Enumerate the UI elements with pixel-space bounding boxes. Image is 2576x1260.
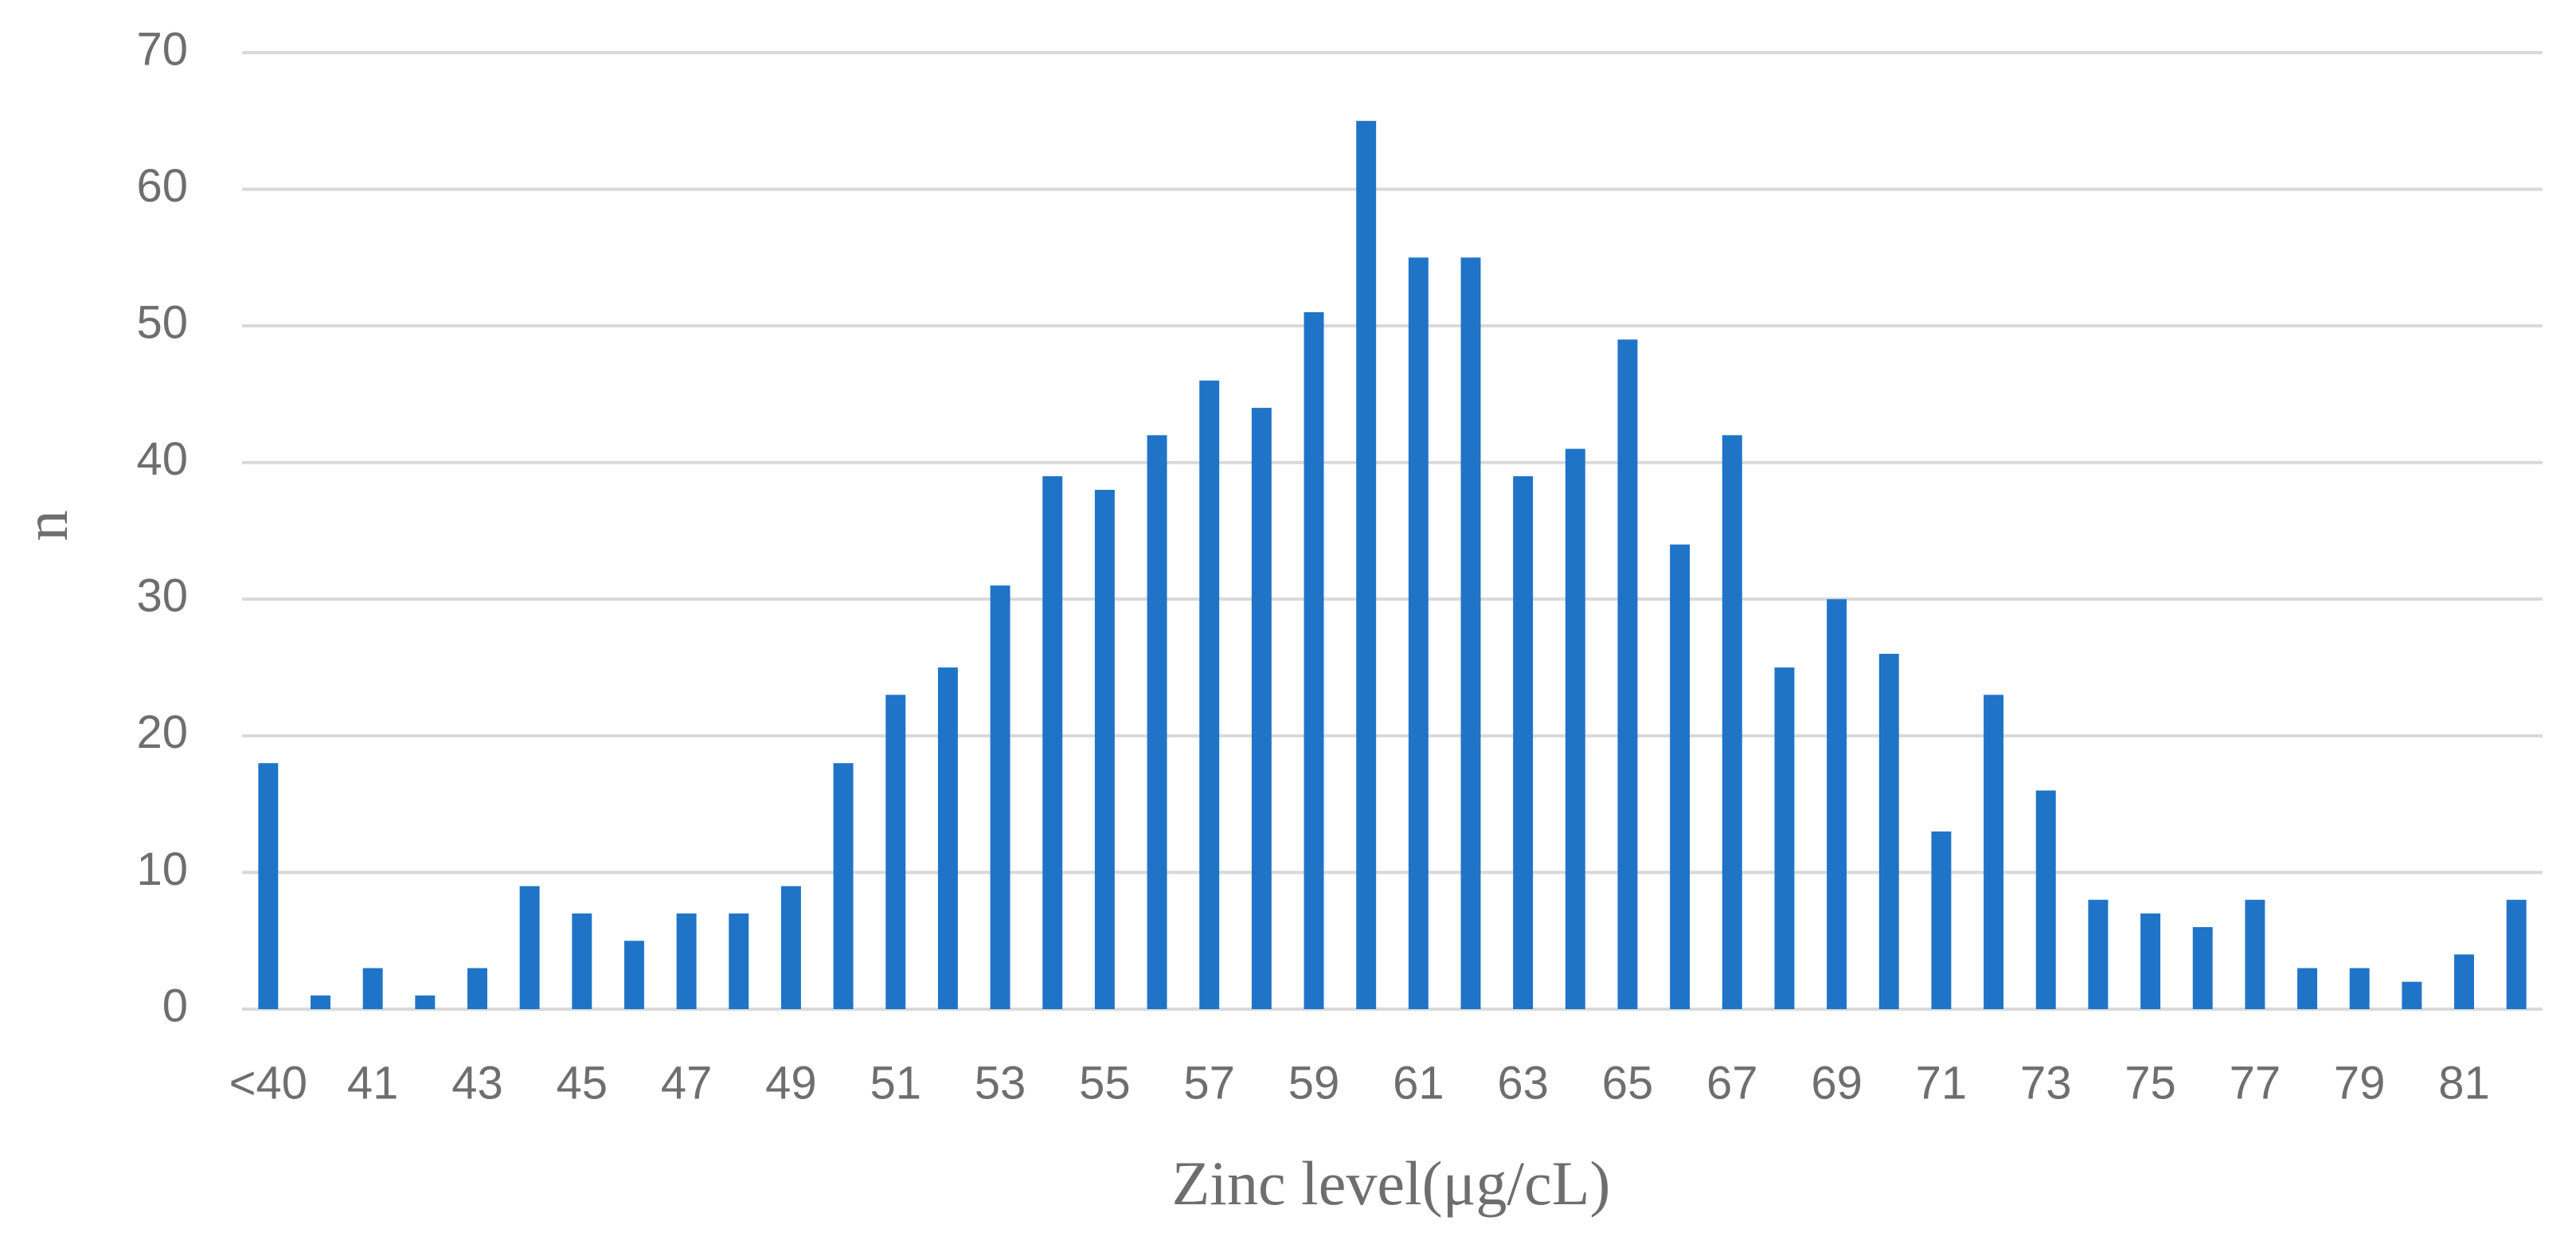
- bar: [1147, 435, 1167, 1009]
- x-tick-label: 79: [2334, 1057, 2386, 1109]
- x-tick-label: 43: [451, 1057, 503, 1109]
- bar: [1617, 339, 1638, 1009]
- y-tick-label: 0: [162, 980, 188, 1031]
- bar: [2402, 981, 2422, 1009]
- y-tick-label: 60: [136, 160, 188, 212]
- bar: [623, 941, 644, 1009]
- y-tick-label: 50: [136, 296, 188, 348]
- x-tick-label: 57: [1183, 1057, 1235, 1109]
- bar: [2088, 899, 2109, 1009]
- bar: [467, 968, 487, 1009]
- bar: [1774, 667, 1795, 1009]
- bar: [1460, 257, 1481, 1009]
- bar: [1094, 490, 1115, 1009]
- y-axis-title: n: [11, 511, 80, 542]
- bar: [1304, 311, 1324, 1009]
- y-tick-label: 10: [136, 843, 188, 895]
- x-tick-label: 55: [1079, 1057, 1131, 1109]
- y-tick-label: 20: [136, 706, 188, 758]
- bar: [1042, 475, 1063, 1009]
- x-tick-label: 41: [347, 1057, 399, 1109]
- bar: [1356, 120, 1377, 1009]
- x-tick-label: 49: [765, 1057, 817, 1109]
- bar: [572, 913, 592, 1009]
- x-tick-label: 75: [2125, 1057, 2176, 1109]
- bar: [1199, 380, 1220, 1009]
- y-tick-label: 30: [136, 570, 188, 622]
- bar: [1827, 599, 1847, 1009]
- x-tick-label: 45: [557, 1057, 608, 1109]
- y-tick-label: 40: [136, 433, 188, 485]
- x-tick-label: 51: [870, 1057, 921, 1109]
- bar: [1670, 544, 1691, 1009]
- bar: [937, 667, 958, 1009]
- bar: [676, 913, 697, 1009]
- x-tick-label: 59: [1288, 1057, 1340, 1109]
- bar: [2454, 954, 2474, 1009]
- bar: [362, 968, 383, 1009]
- x-tick-label: 77: [2230, 1057, 2281, 1109]
- bar: [780, 886, 801, 1009]
- bar: [1513, 475, 1534, 1009]
- bar: [1722, 435, 1742, 1009]
- bar: [2140, 913, 2161, 1009]
- x-tick-label: 73: [2020, 1057, 2072, 1109]
- x-tick-label: 47: [661, 1057, 713, 1109]
- x-tick-label: 53: [975, 1057, 1026, 1109]
- bar: [519, 886, 540, 1009]
- bar: [1251, 408, 1272, 1009]
- bar: [415, 995, 436, 1009]
- bar: [1984, 695, 2004, 1009]
- bar: [729, 913, 749, 1009]
- bar: [1931, 831, 1952, 1009]
- bar: [1565, 448, 1585, 1009]
- x-tick-label: 71: [1916, 1057, 1968, 1109]
- bar: [2349, 968, 2370, 1009]
- x-tick-label: 61: [1393, 1057, 1444, 1109]
- bar: [1878, 653, 1899, 1009]
- bar: [258, 763, 279, 1009]
- x-tick-label: 81: [2438, 1057, 2490, 1109]
- bar: [885, 695, 906, 1009]
- bar: [2035, 790, 2056, 1009]
- x-tick-label: 65: [1602, 1057, 1654, 1109]
- bar: [833, 763, 854, 1009]
- bar: [2245, 899, 2265, 1009]
- x-tick-label: 69: [1811, 1057, 1863, 1109]
- x-tick-label: 67: [1706, 1057, 1758, 1109]
- bar: [990, 585, 1010, 1009]
- bar: [2506, 899, 2527, 1009]
- x-tick-label: 63: [1497, 1057, 1549, 1109]
- x-axis-title: Zinc level(μg/cL): [1172, 1148, 1611, 1218]
- y-tick-label: 70: [136, 23, 188, 75]
- bar: [1408, 257, 1429, 1009]
- bar: [2192, 927, 2213, 1009]
- bar: [311, 995, 330, 1009]
- x-tick-label: <40: [229, 1057, 307, 1109]
- bar: [2297, 968, 2318, 1009]
